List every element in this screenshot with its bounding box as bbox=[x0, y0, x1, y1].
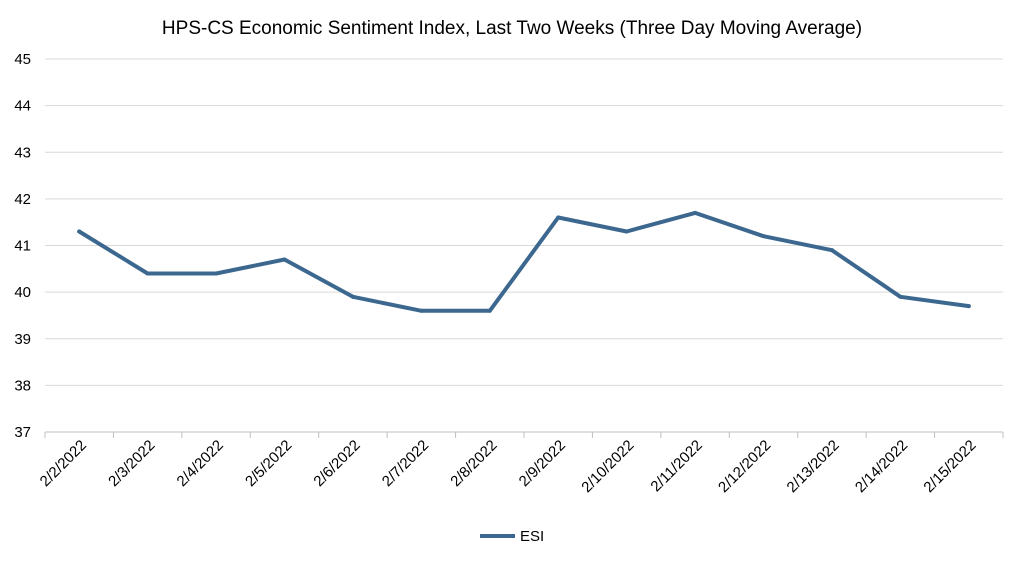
data-point bbox=[350, 294, 355, 299]
y-tick-label: 40 bbox=[14, 284, 31, 301]
y-tick-label: 45 bbox=[14, 51, 31, 68]
y-axis: 37 38 39 40 41 42 43 44 45 bbox=[14, 51, 31, 441]
x-tick-label: 2/8/2022 bbox=[447, 437, 500, 490]
x-tick-label: 2/2/2022 bbox=[37, 437, 90, 490]
y-tick-label: 37 bbox=[14, 424, 31, 441]
chart-title: HPS-CS Economic Sentiment Index, Last Tw… bbox=[162, 18, 862, 39]
x-tick-label: 2/5/2022 bbox=[242, 437, 295, 490]
x-tick-label: 2/7/2022 bbox=[379, 437, 432, 490]
x-tick-label: 2/9/2022 bbox=[516, 437, 569, 490]
data-point bbox=[282, 257, 287, 262]
y-tick-label: 38 bbox=[14, 377, 31, 394]
y-tick-label: 39 bbox=[14, 331, 31, 348]
legend-label-esi: ESI bbox=[520, 528, 544, 545]
y-tick-label: 41 bbox=[14, 238, 31, 255]
data-point bbox=[145, 271, 150, 276]
x-tick-label: 2/11/2022 bbox=[647, 437, 705, 495]
data-point bbox=[214, 271, 219, 276]
series-line-esi bbox=[77, 210, 971, 313]
data-point bbox=[419, 308, 424, 313]
x-tick-label: 2/14/2022 bbox=[852, 437, 911, 496]
x-tick-label: 2/15/2022 bbox=[920, 437, 979, 496]
y-tick-label: 44 bbox=[14, 98, 31, 115]
x-tick-label: 2/13/2022 bbox=[784, 437, 843, 496]
gridlines bbox=[45, 58, 1003, 386]
x-tick-label: 2/4/2022 bbox=[174, 437, 227, 490]
x-tick-label: 2/12/2022 bbox=[715, 437, 774, 496]
x-axis: 2/2/2022 2/3/2022 2/4/2022 2/5/2022 2/6/2022… bbox=[37, 431, 1004, 496]
data-point bbox=[487, 308, 492, 313]
y-tick-label: 43 bbox=[14, 144, 31, 161]
data-point bbox=[898, 294, 903, 299]
legend: ESI bbox=[480, 528, 544, 545]
y-tick-label: 42 bbox=[14, 191, 31, 208]
x-tick-label: 2/10/2022 bbox=[578, 437, 637, 496]
x-tick-label: 2/3/2022 bbox=[105, 437, 158, 490]
series-layer bbox=[77, 210, 971, 313]
data-point bbox=[77, 229, 82, 234]
data-point bbox=[761, 234, 766, 239]
x-tick-label: 2/6/2022 bbox=[310, 437, 363, 490]
data-point bbox=[556, 215, 561, 220]
data-point bbox=[966, 304, 971, 309]
data-point bbox=[624, 229, 629, 234]
data-point bbox=[693, 210, 698, 215]
data-point bbox=[829, 248, 834, 253]
